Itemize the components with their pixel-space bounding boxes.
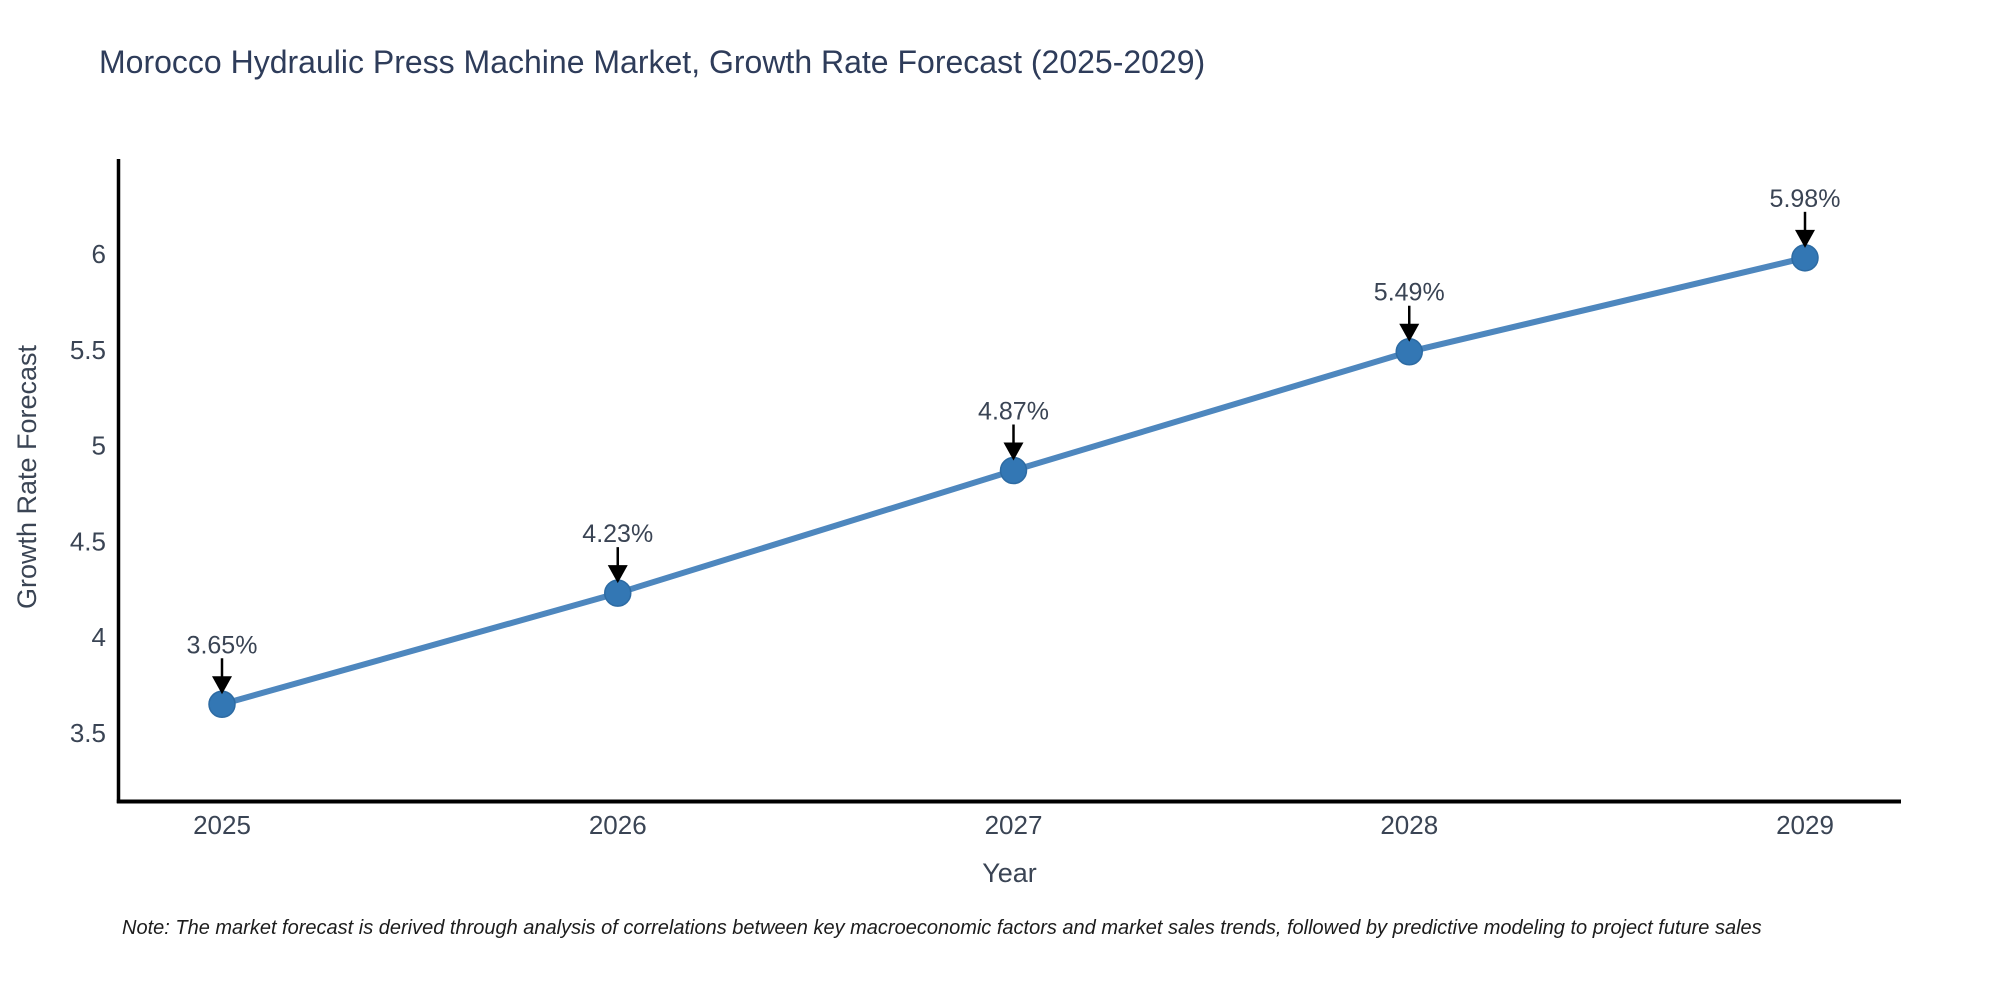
y-tick-label: 3.5 [70, 718, 106, 748]
y-tick-label: 5 [92, 431, 106, 461]
data-point-marker [1791, 244, 1819, 272]
annotation-arrow-head [212, 676, 232, 695]
footnote: Note: The market forecast is derived thr… [122, 917, 1762, 939]
y-tick-label: 4 [92, 622, 106, 652]
annotation-value-label: 5.98% [1770, 185, 1841, 213]
data-point-marker [1395, 337, 1423, 366]
x-tick-label: 2026 [589, 810, 647, 840]
annotation-value-label: 4.23% [582, 520, 653, 548]
x-axis-label: Year [982, 858, 1037, 888]
annotation-value-label: 3.65% [187, 631, 258, 659]
x-tick-label: 2025 [193, 810, 251, 840]
data-point-marker [604, 579, 632, 607]
chart-title: Morocco Hydraulic Press Machine Market, … [99, 44, 1206, 80]
x-tick-label: 2028 [1380, 810, 1438, 840]
data-point-marker [208, 690, 236, 719]
x-tick-label: 2029 [1776, 810, 1834, 840]
data-point-marker [999, 456, 1028, 485]
annotation-value-label: 4.87% [978, 398, 1049, 426]
x-tick-label: 2027 [985, 810, 1043, 840]
annotation-value-label: 5.49% [1374, 279, 1445, 307]
annotation-arrow-head [1795, 229, 1815, 248]
annotation-arrow-head [1399, 323, 1420, 342]
y-tick-label: 4.5 [70, 526, 106, 556]
y-tick-label: 5.5 [70, 335, 106, 365]
annotation-arrow-head [607, 565, 628, 584]
y-tick-label: 6 [92, 239, 106, 269]
annotation-arrow-head [1003, 442, 1024, 461]
